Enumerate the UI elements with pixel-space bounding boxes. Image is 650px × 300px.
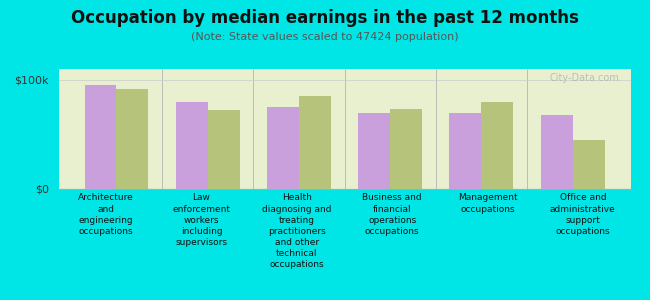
Bar: [207, 110, 240, 189]
Text: Law
enforcement
workers
including
supervisors: Law enforcement workers including superv…: [172, 194, 231, 247]
Bar: [449, 112, 482, 189]
Text: Health
diagnosing and
treating
practitioners
and other
technical
occupations: Health diagnosing and treating practitio…: [262, 194, 332, 269]
Bar: [390, 110, 422, 189]
Text: (Note: State values scaled to 47424 population): (Note: State values scaled to 47424 popu…: [191, 32, 459, 41]
Bar: [176, 102, 207, 189]
Bar: [358, 112, 390, 189]
Bar: [84, 85, 116, 189]
Bar: [482, 102, 514, 189]
Text: Office and
administrative
support
occupations: Office and administrative support occupa…: [550, 194, 616, 236]
Bar: [116, 88, 148, 189]
Text: Architecture
and
engineering
occupations: Architecture and engineering occupations: [78, 194, 134, 236]
Bar: [267, 107, 299, 189]
Text: Management
occupations: Management occupations: [458, 194, 517, 214]
Bar: [573, 140, 604, 189]
Bar: [299, 96, 331, 189]
Text: Occupation by median earnings in the past 12 months: Occupation by median earnings in the pas…: [71, 9, 579, 27]
Text: City-Data.com: City-Data.com: [549, 73, 619, 82]
Text: Business and
financial
operations
occupations: Business and financial operations occupa…: [362, 194, 422, 236]
Bar: [541, 115, 573, 189]
